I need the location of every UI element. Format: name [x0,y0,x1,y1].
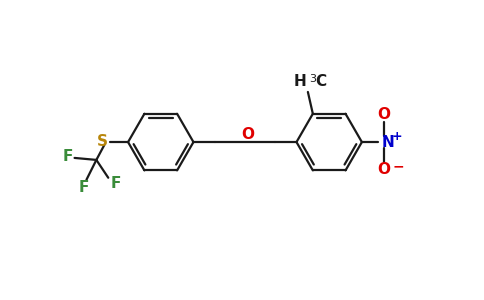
Text: F: F [78,180,89,195]
Text: C: C [315,74,326,88]
Text: O: O [377,107,390,122]
Text: F: F [111,176,121,191]
Text: N: N [382,135,394,150]
Text: −: − [393,160,404,174]
Text: S: S [97,134,108,148]
Text: H: H [293,74,306,88]
Text: 3: 3 [309,74,316,84]
Text: F: F [62,149,73,164]
Text: O: O [377,162,390,177]
Text: O: O [242,127,255,142]
Text: +: + [392,130,402,142]
